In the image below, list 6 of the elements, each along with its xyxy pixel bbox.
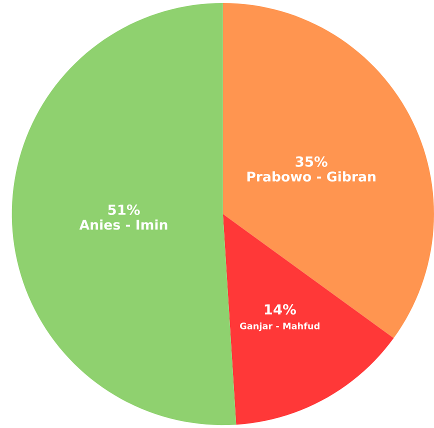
slice-label: Ganjar - Mahfud [240,322,320,332]
data-label: 14% [264,304,296,315]
data-label: 51% [108,204,140,215]
data-label: 35% [296,156,328,167]
slice-label: Anies - Imin [79,219,168,230]
slice-label: Prabowo - Gibran [247,171,376,182]
